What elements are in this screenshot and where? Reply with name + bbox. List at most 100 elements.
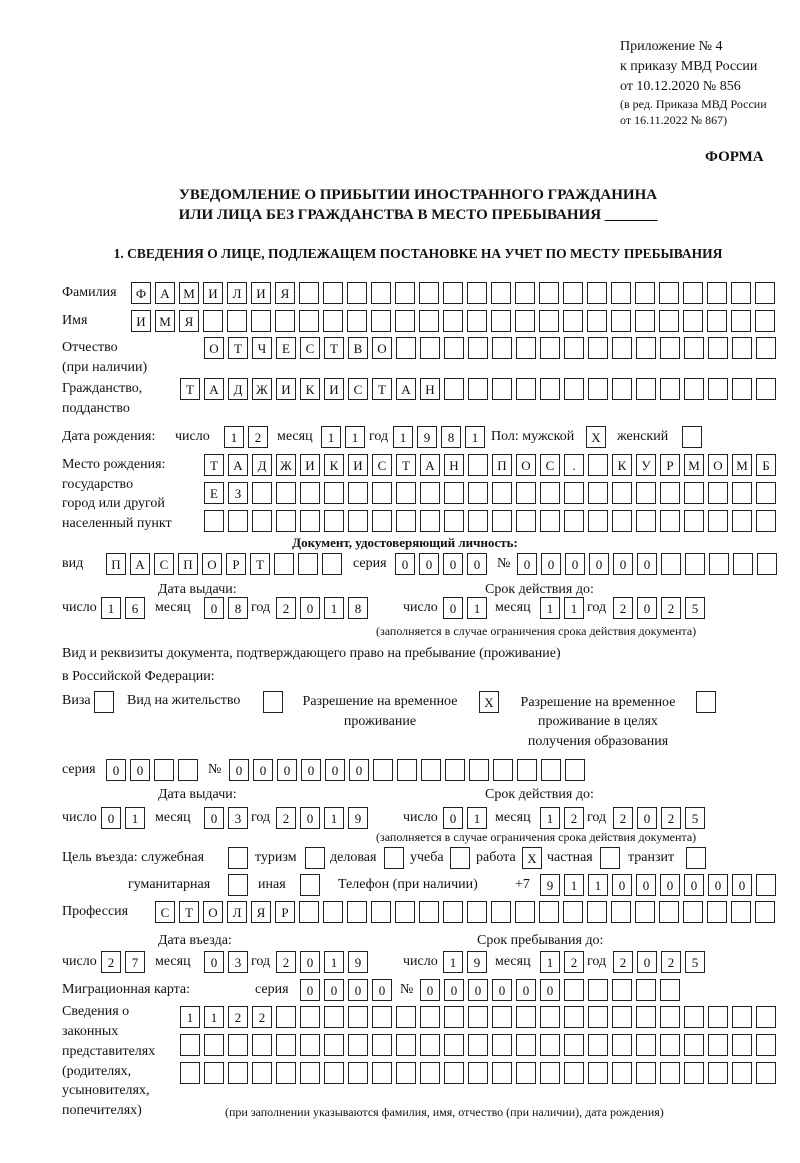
char-cell[interactable]: 0 [395, 553, 415, 575]
char-cell[interactable] [324, 1062, 344, 1084]
char-cell[interactable] [588, 1062, 608, 1084]
char-cell[interactable] [565, 759, 585, 781]
char-cell[interactable] [563, 282, 583, 304]
char-cell[interactable]: 0 [637, 553, 657, 575]
char-cell[interactable]: 0 [300, 979, 320, 1001]
char-cell[interactable]: 0 [444, 979, 464, 1001]
char-cell[interactable]: Р [660, 454, 680, 476]
char-cell[interactable]: Т [179, 901, 199, 923]
purpose-private-checkbox[interactable] [600, 847, 620, 869]
char-cell[interactable] [611, 310, 631, 332]
char-cell[interactable]: С [348, 378, 368, 400]
char-cell[interactable] [600, 847, 620, 869]
char-cell[interactable] [564, 979, 584, 1001]
char-cell[interactable]: 0 [348, 979, 368, 1001]
char-cell[interactable] [708, 1034, 728, 1056]
char-cell[interactable]: Л [227, 282, 247, 304]
char-cell[interactable]: X [479, 691, 499, 713]
char-cell[interactable] [708, 1062, 728, 1084]
char-cell[interactable]: 0 [106, 759, 126, 781]
char-cell[interactable] [612, 1006, 632, 1028]
char-cell[interactable]: 5 [685, 807, 705, 829]
char-cell[interactable]: 1 [321, 426, 341, 448]
char-cell[interactable]: 9 [348, 807, 368, 829]
char-cell[interactable] [636, 482, 656, 504]
char-cell[interactable] [708, 510, 728, 532]
char-cell[interactable] [588, 454, 608, 476]
char-cell[interactable] [660, 979, 680, 1001]
char-cell[interactable] [204, 510, 224, 532]
char-cell[interactable] [636, 510, 656, 532]
char-cell[interactable] [516, 378, 536, 400]
char-cell[interactable]: К [300, 378, 320, 400]
char-cell[interactable]: П [106, 553, 126, 575]
char-cell[interactable] [468, 1006, 488, 1028]
char-cell[interactable] [444, 378, 464, 400]
char-cell[interactable] [469, 759, 489, 781]
char-cell[interactable] [491, 282, 511, 304]
char-cell[interactable] [323, 310, 343, 332]
char-cell[interactable]: 1 [324, 807, 344, 829]
char-cell[interactable] [684, 1062, 704, 1084]
char-cell[interactable] [180, 1062, 200, 1084]
char-cell[interactable] [540, 510, 560, 532]
char-cell[interactable] [300, 1062, 320, 1084]
char-cell[interactable]: А [130, 553, 150, 575]
visa-checkbox[interactable] [94, 691, 114, 713]
char-cell[interactable] [612, 979, 632, 1001]
char-cell[interactable] [660, 510, 680, 532]
char-cell[interactable]: 2 [101, 951, 121, 973]
char-cell[interactable] [252, 1062, 272, 1084]
trp-checkbox[interactable]: X [479, 691, 499, 713]
char-cell[interactable] [732, 1034, 752, 1056]
char-cell[interactable] [251, 310, 271, 332]
char-cell[interactable] [755, 310, 775, 332]
char-cell[interactable]: 0 [324, 979, 344, 1001]
char-cell[interactable] [755, 901, 775, 923]
char-cell[interactable] [252, 1034, 272, 1056]
char-cell[interactable] [468, 337, 488, 359]
char-cell[interactable] [708, 337, 728, 359]
char-cell[interactable] [298, 553, 318, 575]
char-cell[interactable] [636, 337, 656, 359]
char-cell[interactable]: 8 [228, 597, 248, 619]
char-cell[interactable] [203, 310, 223, 332]
char-cell[interactable] [540, 378, 560, 400]
char-cell[interactable] [686, 847, 706, 869]
char-cell[interactable] [732, 378, 752, 400]
char-cell[interactable] [420, 510, 440, 532]
char-cell[interactable] [684, 1006, 704, 1028]
char-cell[interactable] [756, 1034, 776, 1056]
char-cell[interactable] [636, 979, 656, 1001]
char-cell[interactable] [683, 282, 703, 304]
char-cell[interactable]: 1 [540, 597, 560, 619]
char-cell[interactable] [587, 282, 607, 304]
char-cell[interactable] [563, 310, 583, 332]
char-cell[interactable] [420, 482, 440, 504]
char-cell[interactable] [371, 901, 391, 923]
char-cell[interactable]: П [178, 553, 198, 575]
purpose-service-checkbox[interactable] [228, 847, 248, 869]
char-cell[interactable]: О [516, 454, 536, 476]
char-cell[interactable] [612, 482, 632, 504]
char-cell[interactable] [444, 337, 464, 359]
char-cell[interactable] [228, 874, 248, 896]
char-cell[interactable] [443, 282, 463, 304]
char-cell[interactable]: 1 [467, 807, 487, 829]
char-cell[interactable] [660, 1034, 680, 1056]
char-cell[interactable] [444, 1062, 464, 1084]
char-cell[interactable]: М [684, 454, 704, 476]
char-cell[interactable]: И [203, 282, 223, 304]
char-cell[interactable] [541, 759, 561, 781]
char-cell[interactable] [540, 1034, 560, 1056]
char-cell[interactable] [372, 510, 392, 532]
char-cell[interactable]: Т [324, 337, 344, 359]
